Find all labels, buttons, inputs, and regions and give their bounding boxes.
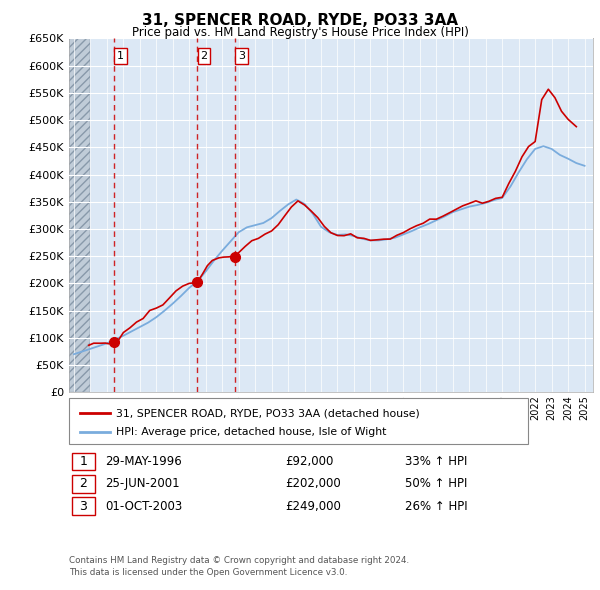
Text: £202,000: £202,000 [285, 477, 341, 490]
Text: 2: 2 [200, 51, 208, 61]
Text: 3: 3 [238, 51, 245, 61]
Text: Contains HM Land Registry data © Crown copyright and database right 2024.: Contains HM Land Registry data © Crown c… [69, 556, 409, 565]
Text: 31, SPENCER ROAD, RYDE, PO33 3AA: 31, SPENCER ROAD, RYDE, PO33 3AA [142, 13, 458, 28]
Text: 1: 1 [117, 51, 124, 61]
Text: 50% ↑ HPI: 50% ↑ HPI [405, 477, 467, 490]
Text: 26% ↑ HPI: 26% ↑ HPI [405, 500, 467, 513]
Text: 01-OCT-2003: 01-OCT-2003 [105, 500, 182, 513]
Text: 25-JUN-2001: 25-JUN-2001 [105, 477, 179, 490]
Text: £92,000: £92,000 [285, 455, 334, 468]
Bar [69, 38, 89, 392]
Text: 2: 2 [79, 477, 88, 490]
Text: This data is licensed under the Open Government Licence v3.0.: This data is licensed under the Open Gov… [69, 568, 347, 576]
Bar [69, 38, 89, 392]
Text: 3: 3 [79, 500, 88, 513]
Text: £249,000: £249,000 [285, 500, 341, 513]
Text: Price paid vs. HM Land Registry's House Price Index (HPI): Price paid vs. HM Land Registry's House … [131, 26, 469, 39]
Text: 31, SPENCER ROAD, RYDE, PO33 3AA (detached house): 31, SPENCER ROAD, RYDE, PO33 3AA (detach… [116, 408, 419, 418]
Text: 33% ↑ HPI: 33% ↑ HPI [405, 455, 467, 468]
Text: 29-MAY-1996: 29-MAY-1996 [105, 455, 182, 468]
Text: 1: 1 [79, 455, 88, 468]
Text: HPI: Average price, detached house, Isle of Wight: HPI: Average price, detached house, Isle… [116, 427, 386, 437]
